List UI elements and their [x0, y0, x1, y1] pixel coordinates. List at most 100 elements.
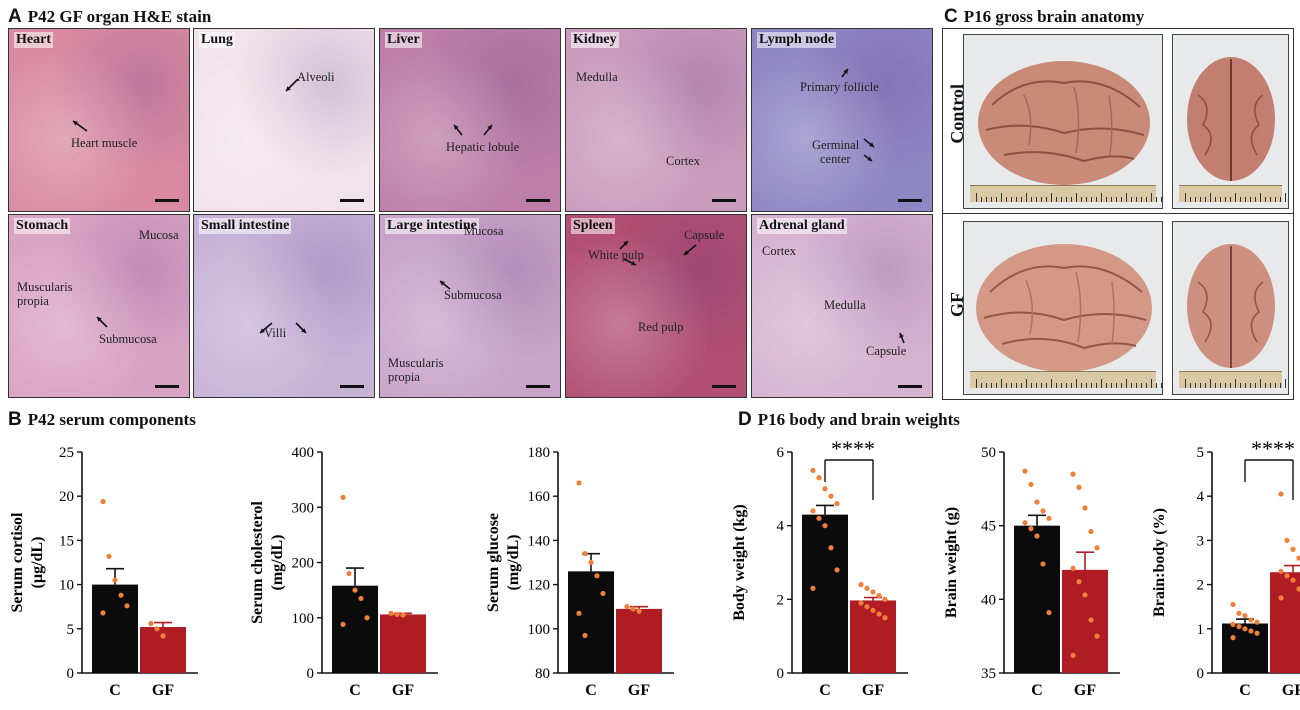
- y-tick-label: 0: [307, 666, 315, 682]
- ruler-tick: [1240, 383, 1241, 388]
- brain-photo-gf-dorsal: [1172, 221, 1289, 395]
- panel-a-title-text: P42 GF organ H&E stain: [27, 7, 212, 26]
- ruler-tick: [1185, 379, 1186, 388]
- arrowhead-icon: [869, 142, 874, 147]
- histology-tile-stomach: Stomach Mucosa Muscularis propia Submucosa: [8, 214, 190, 398]
- data-point: [576, 610, 582, 616]
- panel-a-letter: A: [8, 6, 22, 27]
- ruler-tick: [1210, 379, 1211, 388]
- tissue-label: Submucosa: [444, 288, 502, 302]
- data-point: [124, 603, 130, 609]
- data-point: [876, 593, 882, 599]
- histology-tile-small-intestine: Small intestine Villi: [193, 214, 375, 398]
- ruler-tick: [1161, 197, 1162, 202]
- y-tick-label: 4: [1197, 489, 1205, 505]
- ruler-tick: [1011, 197, 1012, 202]
- ruler-tick: [1061, 197, 1062, 202]
- ruler-tick: [1016, 383, 1017, 388]
- brain-photo-control-lateral: [963, 34, 1163, 209]
- data-point: [1022, 468, 1028, 474]
- histology-tile-lymph-node: Lymph node Primary follicle Germinal center: [751, 28, 933, 212]
- data-point: [1242, 626, 1248, 632]
- ruler-tick: [1230, 383, 1231, 388]
- scale-bar: [898, 385, 922, 388]
- x-tick-label: GF: [1074, 682, 1096, 699]
- tissue-label: White pulp: [588, 248, 644, 262]
- ruler-tick: [991, 197, 992, 202]
- ruler-tick: [1245, 197, 1246, 202]
- histology-tile-name: Kidney: [571, 32, 619, 48]
- ruler-tick: [1001, 379, 1002, 388]
- ruler-tick: [1076, 379, 1077, 388]
- histology-tile-name: Large intestine: [385, 218, 479, 234]
- y-tick-label: 35: [981, 666, 996, 682]
- data-point: [834, 500, 840, 507]
- ruler-tick: [1016, 197, 1017, 202]
- ruler-tick: [976, 379, 977, 388]
- x-tick-label: GF: [1282, 682, 1300, 699]
- y-tick-label: 6: [777, 445, 785, 461]
- ruler-tick: [1190, 383, 1191, 388]
- data-point: [1290, 577, 1296, 583]
- arrowhead-icon: [73, 121, 78, 126]
- data-point: [1070, 565, 1076, 571]
- data-point: [870, 589, 876, 595]
- ruler-tick: [991, 383, 992, 388]
- brain-icon: [1187, 244, 1275, 368]
- x-tick-label: GF: [862, 682, 884, 699]
- data-point: [1034, 533, 1040, 539]
- data-point: [1028, 481, 1034, 488]
- ruler-tick: [1056, 197, 1057, 202]
- data-point: [576, 480, 582, 486]
- ruler-tick: [1126, 379, 1127, 388]
- data-point: [588, 559, 594, 566]
- data-point: [858, 600, 864, 606]
- ruler-tick: [1131, 197, 1132, 202]
- ruler-tick: [1285, 193, 1286, 202]
- y-tick-label: 5: [1197, 445, 1205, 461]
- ruler-tick: [981, 383, 982, 388]
- y-tick-label: 100: [292, 611, 315, 627]
- scale-bar: [155, 199, 179, 202]
- ruler-tick: [1116, 197, 1117, 202]
- data-point: [1022, 520, 1028, 526]
- bar-c: [332, 585, 378, 673]
- y-axis-unit: (mg/dL): [505, 535, 522, 591]
- data-point: [1236, 623, 1242, 630]
- tissue-label: Capsule: [866, 344, 907, 358]
- ruler-tick: [1046, 383, 1047, 388]
- ruler: [1179, 371, 1286, 388]
- data-point: [112, 577, 118, 583]
- y-tick-label: 25: [59, 445, 74, 461]
- y-tick-label: 120: [528, 578, 551, 594]
- ruler-tick: [1126, 193, 1127, 202]
- ruler-tick: [1195, 383, 1196, 388]
- ruler-tick: [1001, 193, 1002, 202]
- ruler-tick: [1066, 383, 1067, 388]
- significance-label: ****: [1251, 436, 1295, 461]
- y-tick-label: 50: [981, 445, 996, 461]
- y-axis-unit: (mg/dL): [269, 535, 286, 591]
- data-point: [364, 615, 370, 621]
- ruler-tick: [1225, 197, 1226, 202]
- data-point: [1236, 610, 1242, 616]
- data-point: [816, 475, 822, 481]
- tissue-label: Muscularis: [17, 280, 73, 294]
- data-point: [1296, 586, 1300, 592]
- ruler-tick: [1141, 197, 1142, 202]
- ruler-tick: [1111, 197, 1112, 202]
- ruler-tick: [1220, 197, 1221, 202]
- tissue-label: Heart muscle: [71, 136, 138, 150]
- data-point: [1094, 633, 1100, 639]
- tissue-label: Villi: [264, 326, 287, 340]
- ruler-tick: [1280, 197, 1281, 202]
- histology-tile-kidney: Kidney Medulla Cortex: [565, 28, 747, 212]
- ruler-tick: [1091, 383, 1092, 388]
- ruler-tick: [1006, 197, 1007, 202]
- x-tick-label: C: [819, 682, 831, 699]
- y-tick-label: 2: [777, 592, 785, 608]
- data-point: [882, 596, 888, 602]
- data-point: [1076, 579, 1082, 585]
- tissue-label: Hepatic lobule: [446, 140, 520, 154]
- arrowhead-icon: [843, 69, 848, 74]
